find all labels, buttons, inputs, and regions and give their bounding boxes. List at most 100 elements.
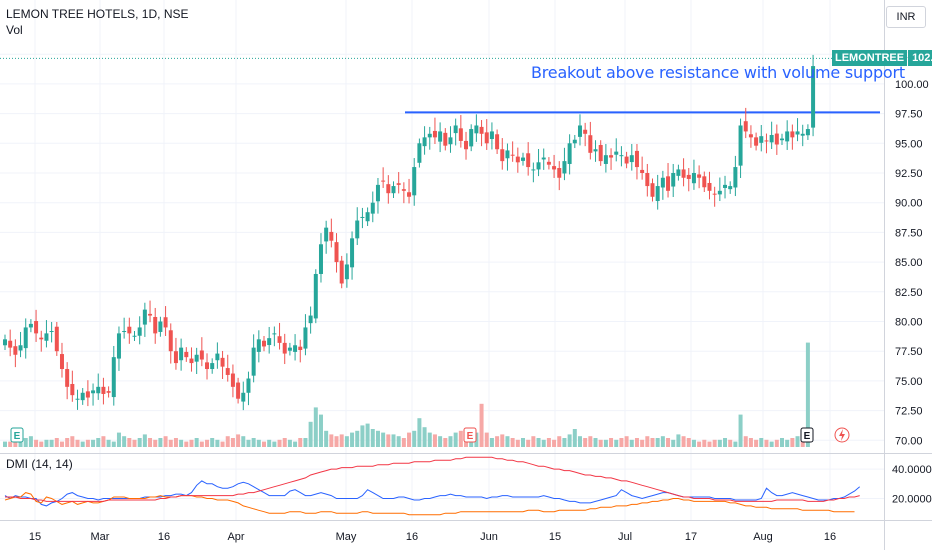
candle-body xyxy=(412,167,417,196)
volume-bar xyxy=(106,439,111,447)
candle-body xyxy=(137,327,142,336)
dmi-axis[interactable]: 40.0000 20.0000 xyxy=(892,464,932,505)
candle-body xyxy=(168,330,173,352)
volume-bar xyxy=(8,441,13,447)
volume-bar xyxy=(308,421,313,447)
candle-body xyxy=(769,134,774,143)
dmi-indicator-label[interactable]: DMI (14, 14) xyxy=(6,457,73,471)
volume-bar xyxy=(671,439,676,447)
candle-body xyxy=(59,354,64,370)
volume-bar xyxy=(230,438,235,447)
volume-bar xyxy=(401,438,406,447)
volume-bar xyxy=(728,439,733,447)
candle-body xyxy=(800,133,805,136)
candle-body xyxy=(153,316,158,334)
candle-body xyxy=(489,131,494,140)
candle-body xyxy=(101,386,106,394)
volume-bar xyxy=(552,439,557,447)
price-axis[interactable]: 102.50100.0097.5095.0092.5090.0087.5085.… xyxy=(895,49,929,447)
volume-bar xyxy=(365,423,370,447)
volume-bar xyxy=(723,438,728,447)
volume-bar xyxy=(329,434,334,447)
candle-body xyxy=(427,133,432,138)
candle-body xyxy=(360,216,365,218)
volume-bar xyxy=(65,438,70,447)
price-tick-label: 77.50 xyxy=(895,346,923,358)
candle-body xyxy=(655,186,660,202)
candle-body xyxy=(241,392,246,402)
volume-label[interactable]: Vol xyxy=(6,23,23,37)
candle-body xyxy=(417,143,422,163)
volume-bar xyxy=(691,439,696,447)
volume-bar xyxy=(184,441,189,447)
candle-body xyxy=(308,315,313,324)
candle-body xyxy=(215,353,220,361)
volume-bar xyxy=(660,436,665,447)
candle-body xyxy=(173,351,178,364)
candle-body xyxy=(650,183,655,197)
earnings-marker-label: E xyxy=(467,431,474,442)
volume-bar xyxy=(769,441,774,447)
volume-bar xyxy=(153,439,158,447)
volume-bar xyxy=(438,436,443,447)
breakout-annotation[interactable]: Breakout above resistance with volume su… xyxy=(531,63,905,82)
candle-body xyxy=(111,357,116,398)
volume-bar xyxy=(785,439,790,447)
candle-body xyxy=(743,121,748,132)
candle-body xyxy=(324,227,329,242)
volume-bar xyxy=(39,441,44,447)
volume-bar xyxy=(256,439,261,447)
volume-bar xyxy=(277,439,282,447)
candle-body xyxy=(116,333,121,359)
candle-body xyxy=(179,347,184,361)
candle-body xyxy=(339,260,344,284)
candle-body xyxy=(370,202,375,214)
candle-body xyxy=(790,131,795,138)
candle-body xyxy=(702,176,707,188)
volume-bar xyxy=(158,438,163,447)
candle-body xyxy=(13,346,18,355)
candle-body xyxy=(453,125,458,134)
volume-bar xyxy=(386,434,391,447)
candle-body xyxy=(598,144,603,162)
volume-bar xyxy=(412,430,417,447)
time-axis[interactable]: 15 Mar 16 Apr May 16 Jun 15 Jul 17 Aug 16 xyxy=(29,531,836,543)
candle-body xyxy=(127,326,132,334)
candle-body xyxy=(691,173,696,184)
symbol-title[interactable]: LEMON TREE HOTELS, 1D, NSE xyxy=(6,7,189,21)
candle-body xyxy=(728,186,733,190)
candle-body xyxy=(287,347,292,351)
candle-body xyxy=(567,143,572,164)
volume-bar xyxy=(267,439,272,447)
volume-bar xyxy=(427,432,432,447)
candle-body xyxy=(531,169,536,171)
currency-button[interactable]: INR xyxy=(886,6,926,28)
volume-bar xyxy=(614,439,619,447)
candle-body xyxy=(381,180,386,182)
volume-bar xyxy=(179,439,184,447)
volume-bar xyxy=(577,436,582,447)
volume-bar xyxy=(484,432,489,447)
candle-body xyxy=(583,129,588,134)
candle-body xyxy=(246,378,251,393)
volume-bar xyxy=(381,432,386,447)
candle-body xyxy=(603,155,608,164)
dmi-tick-label: 40.0000 xyxy=(892,464,932,476)
volume-bar xyxy=(572,429,577,447)
volume-bar xyxy=(562,438,567,447)
candle-body xyxy=(484,132,489,144)
volume-bar xyxy=(194,438,199,447)
price-tick-label: 82.50 xyxy=(895,287,923,299)
volume-bar xyxy=(676,434,681,447)
price-tick-label: 90.00 xyxy=(895,198,923,210)
volume-bar xyxy=(686,438,691,447)
volume-bar xyxy=(407,432,412,447)
volume-bar xyxy=(598,439,603,447)
time-tick-label: 16 xyxy=(158,531,170,543)
volume-bar xyxy=(541,439,546,447)
candle-body xyxy=(624,156,629,164)
candle-body xyxy=(552,166,557,170)
price-tick-label: 80.00 xyxy=(895,317,923,329)
